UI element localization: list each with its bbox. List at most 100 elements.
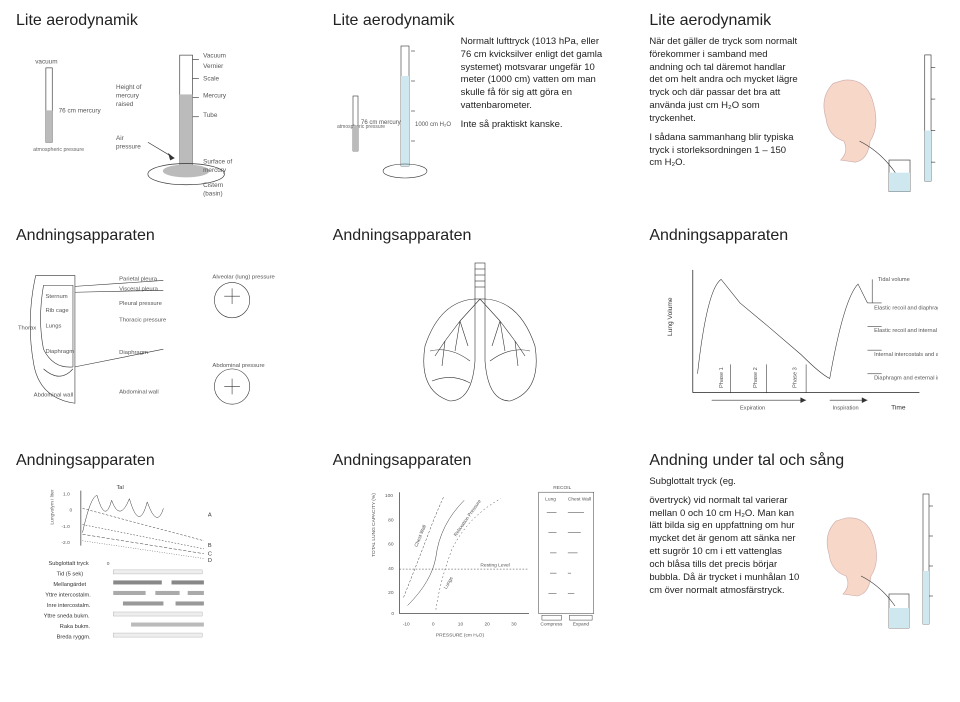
- svg-text:20: 20: [388, 590, 394, 596]
- svg-text:pressure: pressure: [116, 144, 141, 151]
- svg-text:20: 20: [484, 622, 490, 628]
- svg-text:Air: Air: [116, 135, 125, 142]
- svg-text:76 cm mercury: 76 cm mercury: [361, 120, 401, 126]
- svg-text:Elastic recoil and diaphragm: Elastic recoil and diaphragm: [874, 306, 938, 312]
- svg-text:Abdominal pressure: Abdominal pressure: [212, 363, 264, 369]
- svg-text:60: 60: [388, 542, 394, 548]
- svg-text:Chest Wall: Chest Wall: [413, 524, 427, 548]
- svg-text:Tube: Tube: [203, 112, 218, 119]
- panel-r2c1: Andningsapparaten Thorax Sternum Rib cag…: [10, 223, 317, 438]
- svg-text:10: 10: [457, 622, 463, 628]
- svg-text:Expiration: Expiration: [740, 406, 765, 412]
- svg-text:0: 0: [107, 561, 110, 567]
- svg-text:TOTAL LUNG CAPACITY (%): TOTAL LUNG CAPACITY (%): [371, 493, 377, 557]
- svg-text:30: 30: [511, 622, 517, 628]
- svg-text:Sternum: Sternum: [45, 294, 67, 300]
- svg-text:Abdominal wall: Abdominal wall: [34, 392, 74, 398]
- svg-text:Lung Volume: Lung Volume: [667, 297, 674, 336]
- svg-text:Abdominal wall: Abdominal wall: [119, 389, 159, 395]
- svg-text:Time: Time: [891, 405, 906, 412]
- svg-text:Inspiration: Inspiration: [833, 406, 859, 412]
- fig-water-barometer: 1000 cm H₂O atmospheric pressure 76 cm m…: [333, 36, 453, 196]
- svg-text:Surface of: Surface of: [203, 159, 232, 166]
- svg-text:Internal intercostals and abdo: Internal intercostals and abdominals: [874, 352, 938, 358]
- svg-text:C: C: [208, 551, 212, 557]
- svg-text:Inre intercostalm.: Inre intercostalm.: [47, 603, 91, 609]
- p-r3c3-1: övertryck) vid normalt tal varierar mell…: [649, 495, 799, 598]
- svg-text:Phase 3: Phase 3: [793, 367, 799, 388]
- text-r1c3: När det gäller de tryck som normalt före…: [649, 36, 799, 176]
- title-r1c2: Lite aerodynamik: [333, 12, 628, 30]
- svg-text:atmospheric pressure: atmospheric pressure: [33, 147, 84, 153]
- svg-text:Compress: Compress: [540, 622, 563, 628]
- svg-text:-10: -10: [402, 622, 409, 628]
- annot-1000cm: 1000 cm H₂O: [415, 122, 451, 128]
- svg-text:Tal: Tal: [116, 485, 123, 491]
- svg-text:Expand: Expand: [572, 622, 589, 628]
- svg-text:Chest Wall: Chest Wall: [567, 496, 590, 502]
- svg-text:0: 0: [431, 622, 434, 628]
- svg-text:Diaphragm and external interco: Diaphragm and external intercostals: [874, 375, 938, 381]
- panel-r3c1: Andningsapparaten Lungvolym i liter 1.0 …: [10, 448, 317, 694]
- title-r2c3: Andningsapparaten: [649, 227, 944, 245]
- svg-text:Rib cage: Rib cage: [45, 308, 68, 314]
- svg-text:Tidal volume: Tidal volume: [878, 277, 910, 283]
- svg-text:mercury: mercury: [116, 93, 140, 100]
- svg-text:80: 80: [388, 517, 394, 523]
- p-r1c2-2: Inte så praktiskt kanske.: [461, 119, 611, 132]
- title-r3c3: Andning under tal och sång: [649, 452, 944, 470]
- svg-text:Diaphragm: Diaphragm: [45, 349, 74, 355]
- svg-text:PRESSURE (cm H₂O): PRESSURE (cm H₂O): [435, 632, 484, 638]
- svg-text:Phase 2: Phase 2: [753, 367, 759, 388]
- title-r2c1: Andningsapparaten: [16, 227, 311, 245]
- fig-barometer-mercury: vacuum atmospheric pressure 76 cm mercur…: [16, 36, 311, 206]
- svg-text:Lung: Lung: [545, 496, 556, 502]
- svg-text:Phase 1: Phase 1: [719, 367, 725, 388]
- svg-text:Lungs: Lungs: [45, 324, 61, 330]
- svg-text:D: D: [208, 558, 212, 564]
- svg-text:40: 40: [388, 566, 394, 572]
- svg-text:A: A: [208, 512, 212, 518]
- svg-text:raised: raised: [116, 101, 134, 108]
- svg-text:Scale: Scale: [203, 76, 219, 83]
- svg-text:Vacuum: Vacuum: [203, 52, 226, 59]
- svg-text:Height of: Height of: [116, 84, 142, 91]
- svg-text:vacuum: vacuum: [35, 59, 57, 66]
- svg-text:Thoracic pressure: Thoracic pressure: [119, 318, 166, 324]
- p-r1c3-1: När det gäller de tryck som normalt före…: [649, 36, 799, 126]
- svg-text:-1.0: -1.0: [61, 524, 70, 530]
- svg-text:Mercury: Mercury: [203, 93, 227, 100]
- fig-lung-volume-phases: Lung Volume Time Tidal volume Phase 1 Ph…: [649, 251, 944, 421]
- svg-text:Vernier: Vernier: [203, 63, 224, 70]
- text-r1c2: Normalt lufttryck (1013 hPa, eller 76 cm…: [461, 36, 611, 138]
- subglottal-label: Subglottalt tryck (eg.: [649, 476, 799, 489]
- title-r3c2: Andningsapparaten: [333, 452, 628, 470]
- text-r3c3: Subglottalt tryck (eg. övertryck) vid no…: [649, 476, 799, 603]
- svg-text:B: B: [208, 543, 212, 549]
- svg-text:-2.0: -2.0: [61, 540, 70, 546]
- svg-text:Relaxation Pressure: Relaxation Pressure: [452, 498, 482, 537]
- svg-text:76 cm mercury: 76 cm mercury: [58, 108, 101, 115]
- svg-text:Resting Level: Resting Level: [480, 563, 509, 569]
- svg-text:0: 0: [391, 611, 394, 617]
- svg-text:Raka bukm.: Raka bukm.: [60, 624, 91, 630]
- svg-text:RECOIL: RECOIL: [553, 485, 571, 491]
- fig-emg-chart: Lungvolym i liter 1.0 0 -1.0 -2.0 Tal A …: [16, 476, 311, 646]
- p-r1c2-1: Normalt lufttryck (1013 hPa, eller 76 cm…: [461, 36, 611, 113]
- panel-r2c2: Andningsapparaten: [327, 223, 634, 438]
- svg-text:Lungvolym i liter: Lungvolym i liter: [49, 489, 55, 524]
- fig-thorax-diagram: Thorax Sternum Rib cage Lungs Diaphragm …: [16, 251, 311, 418]
- svg-text:Cistern: Cistern: [203, 182, 224, 189]
- svg-text:Tid (5 sek): Tid (5 sek): [56, 572, 83, 578]
- panel-r3c2: Andningsapparaten TOTAL LUNG CAPACITY (%…: [327, 448, 634, 694]
- panel-r1c2: Lite aerodynamik 1000 cm H₂O atmospheric…: [327, 8, 634, 213]
- svg-text:mercury: mercury: [203, 167, 227, 174]
- svg-text:Yttre sneda bukm.: Yttre sneda bukm.: [44, 614, 90, 620]
- svg-text:Thorax: Thorax: [18, 326, 36, 332]
- svg-text:Mellangärdet: Mellangärdet: [53, 582, 86, 588]
- slide-grid: Lite aerodynamik vacuum atmospheric pres…: [0, 0, 960, 702]
- panel-r2c3: Andningsapparaten Lung Volume Time Tidal…: [643, 223, 950, 438]
- svg-text:Pleural pressure: Pleural pressure: [119, 301, 162, 307]
- svg-text:0: 0: [69, 508, 72, 514]
- title-r1c1: Lite aerodynamik: [16, 12, 311, 30]
